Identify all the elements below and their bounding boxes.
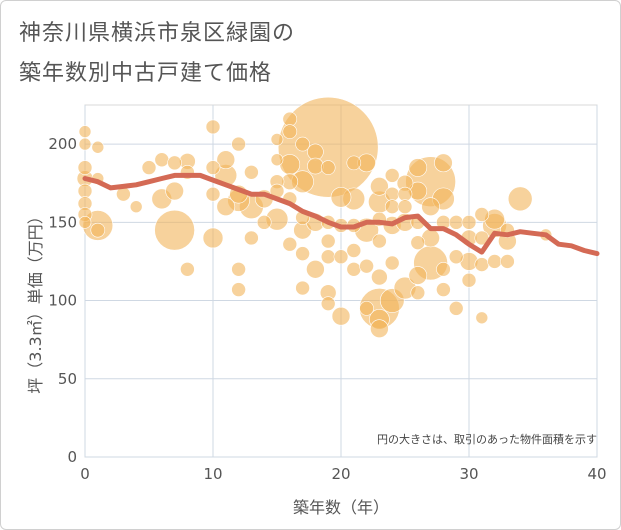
- data-bubble: [397, 199, 413, 214]
- data-bubble: [370, 177, 389, 196]
- y-tick-label: 50: [58, 370, 77, 388]
- data-bubble: [384, 255, 400, 271]
- data-bubble: [346, 261, 362, 277]
- data-bubble: [78, 137, 92, 151]
- data-bubble: [295, 246, 310, 261]
- data-bubble: [397, 186, 413, 202]
- data-bubble: [408, 266, 428, 285]
- data-bubble: [320, 249, 336, 265]
- data-bubble: [474, 207, 490, 222]
- x-axis-ticks: 0 10 20 30 40: [80, 465, 606, 483]
- y-tick-label: 150: [48, 213, 77, 231]
- y-tick-label: 200: [48, 135, 77, 153]
- chart-title-line-2: 築年数別中古戸建て価格: [19, 61, 273, 86]
- data-bubble: [205, 119, 221, 135]
- bubble-size-note: 円の大きさは、取引のあった物件面積を示す: [377, 432, 597, 446]
- data-bubble: [205, 186, 221, 202]
- x-tick-label: 0: [80, 465, 90, 483]
- chart-title-line-1: 神奈川県横浜市泉区緑園の: [19, 21, 296, 46]
- x-tick-label: 10: [203, 465, 222, 483]
- data-bubble: [202, 227, 224, 249]
- data-bubble: [129, 200, 143, 213]
- data-bubble: [436, 261, 451, 277]
- data-bubble: [244, 164, 259, 180]
- data-bubble: [448, 301, 464, 316]
- data-bubble: [231, 261, 246, 277]
- data-bubble: [330, 187, 352, 208]
- data-bubble: [487, 254, 502, 269]
- data-bubble: [167, 155, 182, 171]
- y-axis-label: 坪（3.3㎡）単価（万円）: [26, 208, 45, 393]
- average-price-line: [82, 172, 600, 257]
- bubbles: [76, 96, 553, 339]
- data-bubble: [231, 282, 246, 297]
- data-bubble: [91, 140, 105, 154]
- data-bubble: [77, 160, 93, 175]
- data-bubble: [384, 168, 400, 183]
- data-bubble: [448, 215, 464, 230]
- data-bubble: [436, 282, 451, 297]
- data-bubble: [346, 243, 362, 258]
- data-bubble: [231, 136, 246, 152]
- data-bubble: [461, 215, 477, 230]
- data-bubble: [474, 257, 490, 272]
- data-bubble: [77, 183, 93, 199]
- data-bubble: [154, 209, 195, 251]
- data-bubble: [461, 272, 477, 288]
- data-bubble: [90, 222, 106, 238]
- data-bubble: [295, 136, 310, 152]
- data-bubble: [282, 124, 298, 139]
- data-bubble: [421, 197, 440, 216]
- data-bubble: [408, 158, 428, 177]
- x-tick-label: 30: [459, 465, 478, 483]
- data-bubble: [333, 249, 349, 265]
- data-bubble: [141, 160, 157, 175]
- y-tick-label: 0: [67, 448, 77, 466]
- data-bubble: [307, 143, 324, 161]
- data-bubble: [154, 152, 170, 168]
- data-bubble: [282, 111, 298, 127]
- data-bubble: [384, 186, 400, 202]
- data-bubble: [500, 254, 515, 269]
- data-bubble: [320, 233, 336, 249]
- y-axis-ticks: 0 50 100 150 200: [48, 135, 77, 466]
- data-bubble: [165, 181, 184, 201]
- data-bubble: [282, 236, 298, 252]
- data-bubble: [384, 199, 400, 214]
- x-tick-label: 20: [331, 465, 350, 483]
- data-bubble: [372, 233, 387, 249]
- data-bubble: [507, 186, 533, 212]
- data-bubble: [346, 155, 362, 171]
- data-bubble: [216, 150, 236, 170]
- data-bubble: [270, 133, 284, 146]
- data-bubble: [256, 215, 272, 230]
- data-bubble: [359, 301, 374, 316]
- data-bubble: [306, 259, 325, 279]
- x-tick-label: 40: [587, 465, 606, 483]
- data-bubble: [331, 306, 351, 326]
- data-bubble: [270, 153, 284, 167]
- data-bubble: [320, 296, 336, 311]
- x-axis-label: 築年数（年）: [293, 498, 389, 517]
- data-bubble: [244, 230, 259, 246]
- data-bubble: [371, 268, 388, 286]
- data-bubble: [216, 197, 236, 216]
- data-bubble: [370, 319, 389, 339]
- data-bubble: [78, 216, 92, 229]
- data-bubble: [307, 157, 324, 175]
- data-bubble: [359, 258, 374, 274]
- data-bubble: [434, 153, 453, 173]
- data-bubble: [205, 160, 221, 175]
- y-tick-label: 100: [48, 292, 77, 310]
- data-bubble: [295, 280, 310, 296]
- data-bubble: [475, 311, 489, 325]
- data-bubble: [410, 285, 426, 301]
- data-bubble: [180, 261, 195, 277]
- data-bubble: [320, 160, 336, 175]
- data-bubble: [448, 249, 464, 265]
- data-bubble: [410, 235, 426, 250]
- data-bubble: [78, 125, 92, 138]
